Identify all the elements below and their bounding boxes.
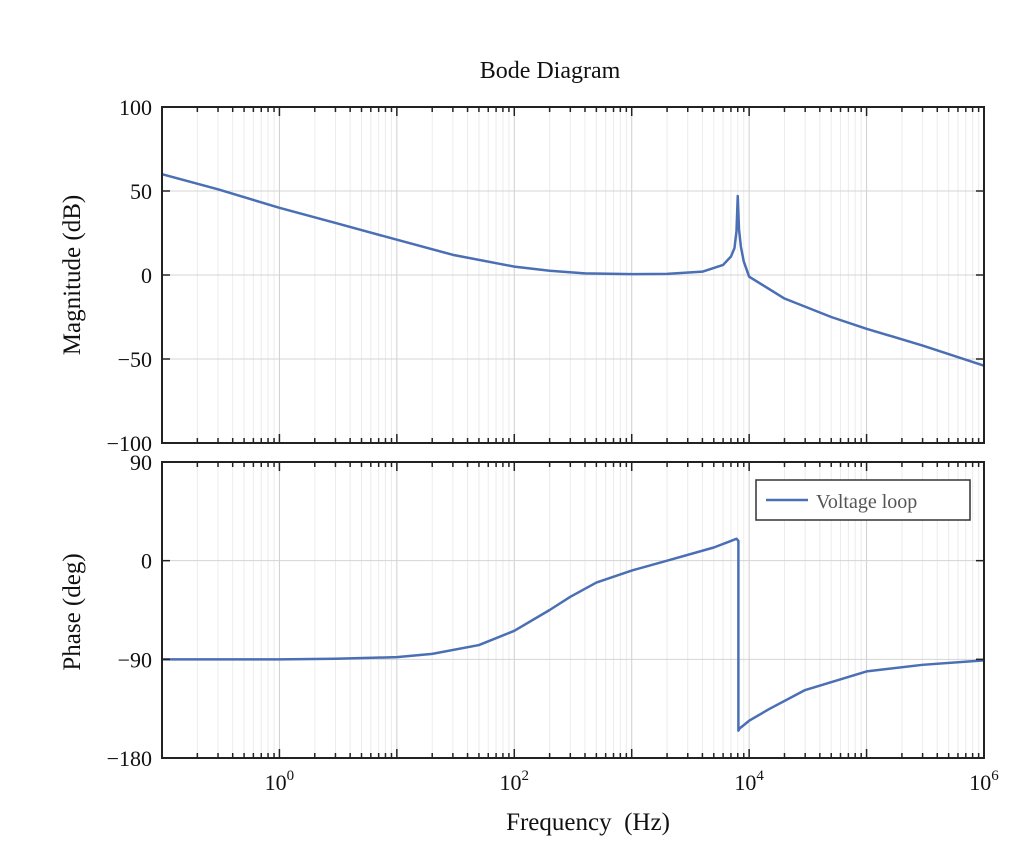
magnitude-panel: 100 50 0 −50 −100 Magnitude (dB)	[59, 95, 985, 456]
chart-title: Bode Diagram	[480, 58, 621, 84]
phase-panel: 90 0 −90 −180 100 102 104 106 Phase (deg) Freq…	[59, 450, 999, 836]
x-axis-label: Frequency (Hz)	[506, 809, 670, 836]
x-tick-label: 100	[265, 768, 295, 795]
magnitude-y-axis-label: Magnitude (dB)	[59, 195, 86, 355]
magnitude-series-line	[161, 172, 985, 367]
magnitude-axes-frame	[161, 106, 985, 444]
magnitude-grid	[161, 106, 984, 444]
magnitude-y-tick-label: 50	[130, 179, 152, 204]
phase-y-axis-label: Phase (deg)	[59, 553, 86, 670]
legend: Voltage loop	[755, 479, 971, 521]
magnitude-y-tick-label: 100	[119, 95, 152, 120]
phase-series-line	[162, 537, 985, 732]
legend-entry-voltage-loop: Voltage loop	[816, 491, 917, 513]
x-tick-label: 106	[969, 768, 999, 795]
x-tick-label: 102	[500, 768, 530, 795]
magnitude-series	[161, 172, 985, 367]
phase-y-tick-label: −180	[107, 746, 152, 771]
phase-grid	[161, 461, 984, 759]
magnitude-y-tick-label: −50	[118, 347, 152, 372]
x-tick-label: 104	[734, 768, 764, 795]
phase-y-tick-label: 90	[130, 450, 152, 475]
phase-series	[162, 537, 985, 732]
magnitude-y-ticks: 100 50 0 −50 −100	[107, 95, 984, 456]
phase-y-ticks: 90 0 −90 −180	[107, 450, 984, 771]
frequency-x-ticks: 100 102 104 106	[265, 768, 1000, 795]
magnitude-y-tick-label: −100	[107, 431, 152, 456]
phase-axes-frame	[161, 461, 985, 759]
magnitude-y-tick-label: 0	[141, 263, 152, 288]
phase-y-tick-label: 0	[141, 549, 152, 574]
phase-y-tick-label: −90	[118, 647, 152, 672]
